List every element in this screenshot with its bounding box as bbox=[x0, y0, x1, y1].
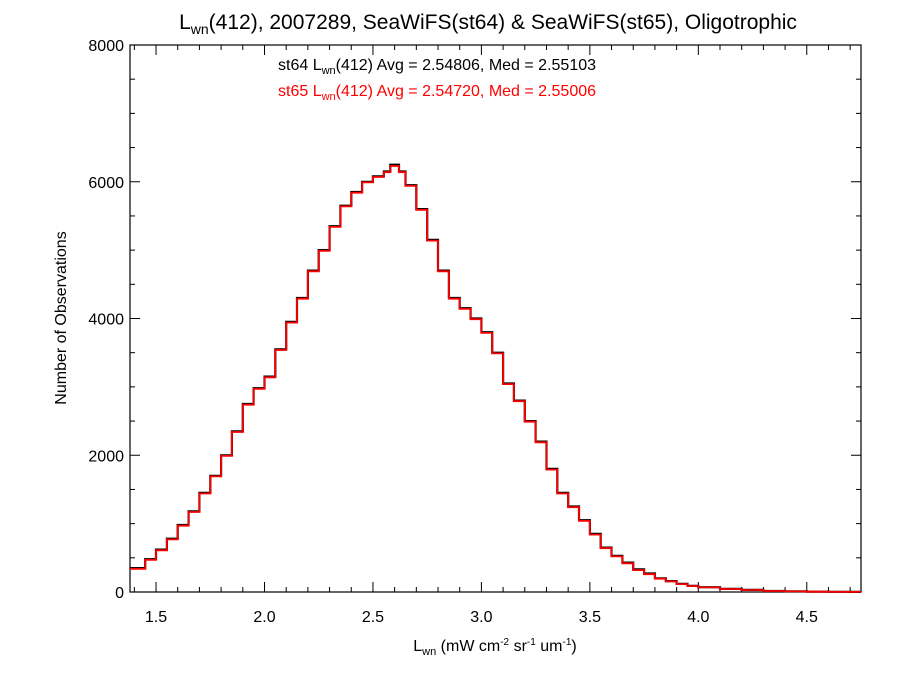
x-axis-label-sup3: -1 bbox=[562, 637, 571, 648]
y-tick-label: 4000 bbox=[88, 312, 124, 329]
y-tick-label: 2000 bbox=[88, 448, 124, 465]
x-axis-label-part2: sr bbox=[509, 638, 527, 655]
chart-title-rest: (412), 2007289, SeaWiFS(st64) & SeaWiFS(… bbox=[209, 11, 797, 34]
x-tick-label: 2.0 bbox=[253, 609, 275, 626]
chart-title-sub: wn bbox=[190, 21, 209, 37]
x-tick-label: 1.5 bbox=[145, 609, 167, 626]
x-axis-label-sub: wn bbox=[421, 646, 436, 658]
y-tick-label: 6000 bbox=[88, 175, 124, 192]
chart-title: Lwn(412), 2007289, SeaWiFS(st64) & SeaWi… bbox=[179, 11, 797, 37]
annotation-st65: st65 Lwn(412) Avg = 2.54720, Med = 2.550… bbox=[278, 83, 596, 103]
axes: 1.5 2.0 2.5 3.0 3.5 4.0 4.5 0 2000 4000 6000 8000 bbox=[88, 38, 861, 626]
annotation-st65-sub: wn bbox=[321, 91, 336, 103]
annotation-st64-sub: wn bbox=[321, 65, 336, 77]
y-tick-label: 0 bbox=[115, 585, 124, 602]
annotation-st64-pre: st64 L bbox=[278, 57, 322, 74]
x-axis-label-base: L bbox=[413, 638, 422, 655]
annotation-st65-pre: st65 L bbox=[278, 83, 322, 100]
x-tick-label: 3.0 bbox=[470, 609, 492, 626]
x-axis-label-part3: um bbox=[536, 638, 563, 655]
plot-frame bbox=[129, 44, 862, 593]
annotation-st64-post: (412) Avg = 2.54806, Med = 2.55103 bbox=[336, 57, 596, 74]
series-group bbox=[130, 163, 862, 593]
annotation-st64: st64 Lwn(412) Avg = 2.54806, Med = 2.551… bbox=[278, 57, 596, 77]
x-tick-label: 3.5 bbox=[579, 609, 601, 626]
x-tick-label: 2.5 bbox=[362, 609, 384, 626]
series-st65-line bbox=[130, 165, 862, 593]
annotation-st65-post: (412) Avg = 2.54720, Med = 2.55006 bbox=[336, 83, 596, 100]
series-st64-line bbox=[130, 163, 861, 593]
chart-title-base: L bbox=[179, 11, 191, 34]
x-axis-label: Lwn (mW cm-2 sr-1 um-1) bbox=[413, 637, 576, 658]
y-tick-label: 8000 bbox=[88, 38, 124, 55]
x-axis-label-part1: (mW cm bbox=[436, 638, 500, 655]
x-axis-label-part4: ) bbox=[571, 638, 576, 655]
y-axis-label: Number of Observations bbox=[53, 231, 70, 404]
x-tick-label: 4.5 bbox=[796, 609, 818, 626]
x-tick-label: 4.0 bbox=[687, 609, 709, 626]
x-axis-label-sup2: -1 bbox=[527, 637, 536, 648]
x-axis-label-sup1: -2 bbox=[500, 637, 509, 648]
